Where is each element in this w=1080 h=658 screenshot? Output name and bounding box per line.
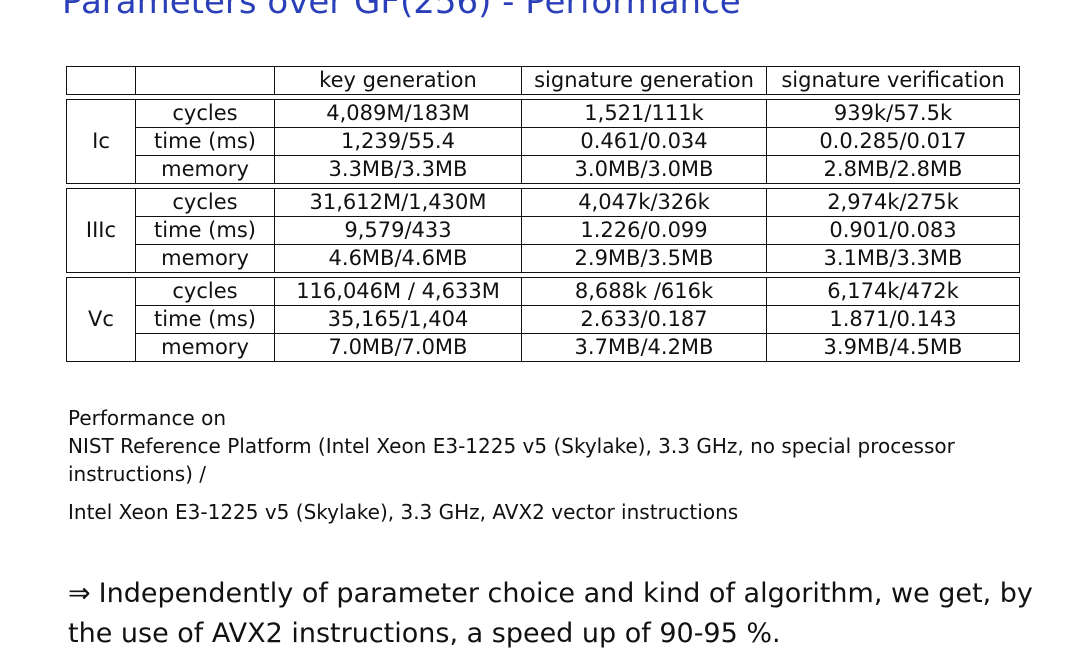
signature-verification-value: 3.9MB/4.5MB	[766, 333, 1020, 362]
signature-generation-value: 8,688k /616k	[521, 277, 767, 306]
notes-line-3: instructions) /	[68, 462, 207, 486]
table-row: memory 7.0MB/7.0MB 3.7MB/4.2MB 3.9MB/4.5…	[67, 333, 1020, 362]
signature-generation-value: 3.0MB/3.0MB	[521, 155, 767, 184]
signature-generation-value: 2.9MB/3.5MB	[521, 244, 767, 273]
header-signature-generation: signature generation	[521, 66, 767, 95]
key-generation-value: 4.6MB/4.6MB	[274, 244, 522, 273]
signature-generation-value: 2.633/0.187	[521, 305, 767, 334]
table-row: time (ms) 9,579/433 1.226/0.099 0.901/0.…	[67, 216, 1020, 245]
group-label-ic: Ic	[66, 99, 136, 184]
avx2-platform-note: Intel Xeon E3-1225 v5 (Skylake), 3.3 GHz…	[68, 498, 955, 526]
performance-table: key generation signature generation sign…	[66, 66, 1020, 362]
key-generation-value: 4,089M/183M	[274, 99, 522, 128]
header-group-cell	[66, 66, 136, 95]
notes-line-1: Performance on	[68, 406, 227, 430]
signature-generation-value: 3.7MB/4.2MB	[521, 333, 767, 362]
signature-generation-value: 4,047k/326k	[521, 188, 767, 217]
key-generation-value: 1,239/55.4	[274, 127, 522, 156]
notes-line-4: Intel Xeon E3-1225 v5 (Skylake), 3.3 GHz…	[68, 500, 739, 524]
slide-title: Parameters over GF(256) - Performance	[62, 0, 741, 22]
table-row: IIIc cycles 31,612M/1,430M 4,047k/326k 2…	[66, 188, 1020, 273]
signature-verification-value: 1.871/0.143	[766, 305, 1020, 334]
metric-label: memory	[135, 244, 275, 273]
key-generation-value: 35,165/1,404	[274, 305, 522, 334]
key-generation-value: 3.3MB/3.3MB	[274, 155, 522, 184]
metric-label: cycles	[135, 188, 275, 217]
header-key-generation: key generation	[274, 66, 522, 95]
conclusion-line-2: the use of AVX2 instructions, a speed up…	[68, 618, 781, 649]
signature-generation-value: 1.226/0.099	[521, 216, 767, 245]
header-signature-verification: signature verification	[766, 66, 1020, 95]
key-generation-value: 7.0MB/7.0MB	[274, 333, 522, 362]
table-row: time (ms) 1,239/55.4 0.461/0.034 0.0.285…	[67, 127, 1020, 156]
table-header-row: key generation signature generation sign…	[66, 66, 1020, 95]
platform-notes: Performance on NIST Reference Platform (…	[68, 404, 955, 526]
key-generation-value: 9,579/433	[274, 216, 522, 245]
metric-label: time (ms)	[135, 216, 275, 245]
signature-verification-value: 2.8MB/2.8MB	[766, 155, 1020, 184]
metric-label: cycles	[135, 277, 275, 306]
signature-verification-value: 0.901/0.083	[766, 216, 1020, 245]
key-generation-value: 31,612M/1,430M	[274, 188, 522, 217]
signature-verification-value: 939k/57.5k	[766, 99, 1020, 128]
metric-label: cycles	[135, 99, 275, 128]
key-generation-value: 116,046M / 4,633M	[274, 277, 522, 306]
table-row: Vc cycles 116,046M / 4,633M 8,688k /616k…	[66, 277, 1020, 362]
signature-verification-value: 6,174k/472k	[766, 277, 1020, 306]
platform-notes-block: Performance on NIST Reference Platform (…	[68, 404, 955, 488]
notes-line-2: NIST Reference Platform (Intel Xeon E3-1…	[68, 434, 955, 458]
header-metric-cell	[135, 66, 275, 95]
group-label-vc: Vc	[66, 277, 136, 362]
metric-label: memory	[135, 333, 275, 362]
table-row: memory 4.6MB/4.6MB 2.9MB/3.5MB 3.1MB/3.3…	[67, 244, 1020, 273]
table-row: time (ms) 35,165/1,404 2.633/0.187 1.871…	[67, 305, 1020, 334]
implies-arrow-icon: ⇒	[68, 578, 91, 609]
metric-label: time (ms)	[135, 127, 275, 156]
signature-generation-value: 1,521/111k	[521, 99, 767, 128]
signature-verification-value: 2,974k/275k	[766, 188, 1020, 217]
signature-generation-value: 0.461/0.034	[521, 127, 767, 156]
conclusion-text: ⇒ Independently of parameter choice and k…	[68, 574, 1048, 654]
table-row: memory 3.3MB/3.3MB 3.0MB/3.0MB 2.8MB/2.8…	[67, 155, 1020, 184]
group-label-iiic: IIIc	[66, 188, 136, 273]
conclusion-line-1: Independently of parameter choice and ki…	[98, 578, 1033, 609]
metric-label: memory	[135, 155, 275, 184]
metric-label: time (ms)	[135, 305, 275, 334]
table-row: Ic cycles 4,089M/183M 1,521/111k 939k/57…	[66, 99, 1020, 184]
signature-verification-value: 0.0.285/0.017	[766, 127, 1020, 156]
signature-verification-value: 3.1MB/3.3MB	[766, 244, 1020, 273]
